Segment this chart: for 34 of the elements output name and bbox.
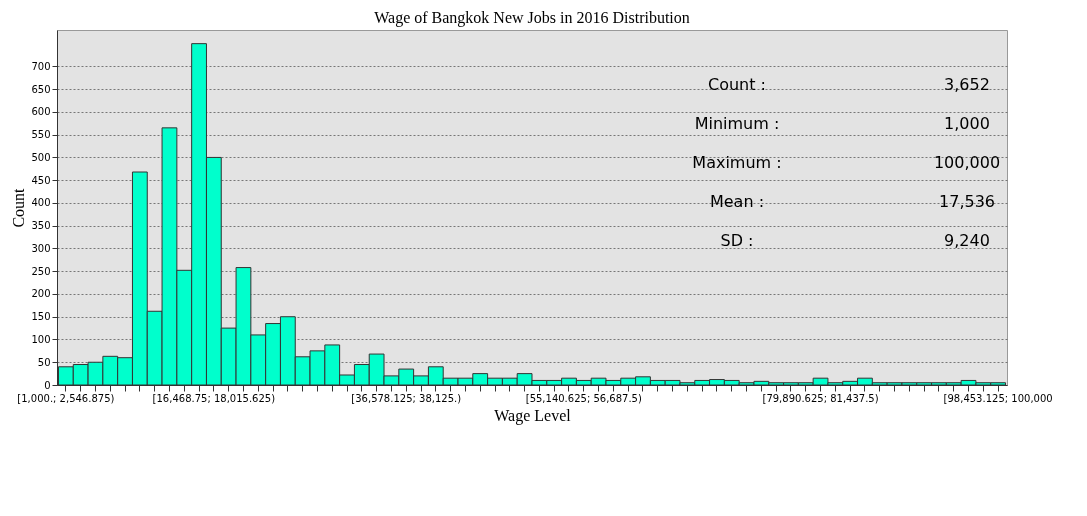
annotation: Mean :	[709, 192, 765, 211]
y-tick-label: 100	[31, 333, 51, 345]
annotation: Count :	[708, 75, 766, 94]
x-tick-label: [55,140.625; 56,687.5)	[525, 392, 642, 404]
y-tick-label: 650	[31, 83, 51, 95]
x-tick-label: [36,578.125; 38,125.)	[351, 392, 462, 404]
x-tick-label: [79,890.625; 81,437.5)	[762, 392, 879, 404]
y-tick-label: 150	[31, 311, 51, 323]
y-tick-label: 700	[31, 60, 51, 72]
x-tick-label: [1,000.; 2,546.875)	[17, 392, 115, 404]
x-axis-title: Wage Level	[494, 406, 572, 425]
y-tick-label: 550	[31, 129, 51, 141]
annotation: Maximum :	[692, 153, 782, 172]
annotation: 1,000	[944, 114, 990, 133]
annotation: 100,000	[933, 153, 1001, 172]
annotation: Minimum :	[694, 114, 780, 133]
y-tick-label: 300	[31, 242, 51, 254]
x-tick-label: [98,453.125; 100,000	[943, 392, 1053, 404]
y-tick-label: 500	[31, 151, 51, 163]
y-tick-label: 350	[31, 220, 51, 232]
y-tick-label: 0	[44, 379, 51, 391]
annotation: 17,536	[939, 192, 995, 211]
annotation: 3,652	[944, 75, 990, 94]
chart-title: Wage of Bangkok New Jobs in 2016 Distribution	[374, 9, 690, 27]
y-tick-label: 600	[31, 106, 51, 118]
annotation: SD :	[720, 231, 754, 250]
y-tick-label: 200	[31, 288, 51, 300]
y-tick-label: 450	[31, 174, 51, 186]
x-tick-label: [16,468.75; 18,015.625)	[152, 392, 276, 404]
y-tick-label: 50	[37, 356, 51, 368]
y-tick-label: 250	[31, 265, 51, 277]
annotation: 9,240	[944, 231, 990, 250]
y-axis-title: Count	[10, 187, 28, 228]
y-tick-label: 400	[31, 197, 51, 209]
